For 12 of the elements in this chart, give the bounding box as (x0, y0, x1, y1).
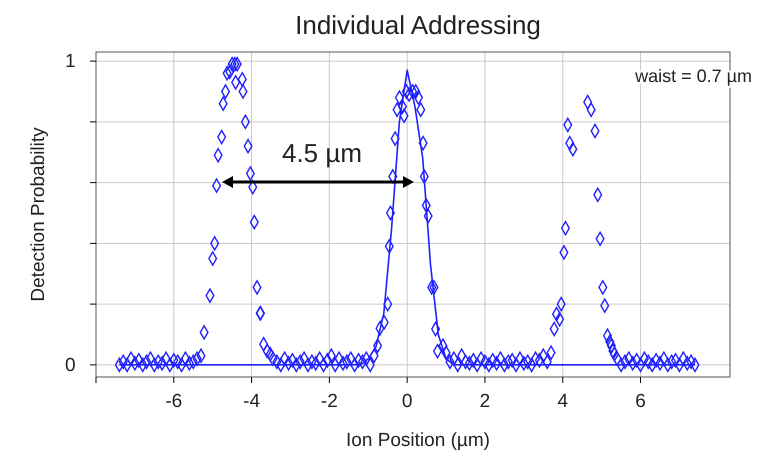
chart-title: Individual Addressing (295, 10, 541, 40)
x-tick-label: -2 (320, 390, 338, 412)
x-tick-label: 4 (557, 390, 568, 412)
y-axis-title: Detection Probability (28, 126, 49, 302)
x-tick-label: -4 (243, 390, 260, 412)
x-tick-label: -6 (165, 390, 182, 412)
y-tick-label: 1 (65, 51, 76, 72)
x-tick-label: 2 (480, 390, 490, 412)
x-tick-label: 0 (402, 390, 412, 412)
annotation: 4.5 µm (282, 138, 362, 168)
x-tick-label: 6 (635, 390, 646, 412)
x-axis-title: Ion Position (µm) (346, 430, 490, 451)
